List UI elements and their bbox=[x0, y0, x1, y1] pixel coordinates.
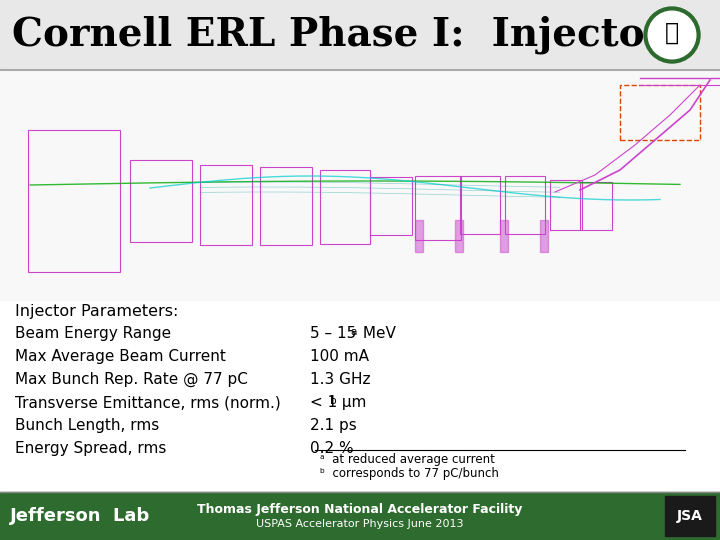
Bar bbox=[415, 220, 423, 252]
Bar bbox=[28, 130, 120, 272]
Bar bbox=[260, 167, 312, 245]
Bar bbox=[580, 182, 612, 230]
Bar bbox=[0, 72, 720, 300]
Text: 100 mA: 100 mA bbox=[310, 349, 369, 364]
Bar bbox=[540, 220, 548, 252]
Bar bbox=[130, 160, 192, 242]
Bar bbox=[665, 496, 715, 536]
Text: < 1: < 1 bbox=[310, 395, 337, 410]
Text: MeV: MeV bbox=[358, 326, 396, 341]
Text: 0.2 %: 0.2 % bbox=[310, 441, 354, 456]
Text: a: a bbox=[351, 327, 357, 337]
Text: ᵇ  corresponds to 77 pC/bunch: ᵇ corresponds to 77 pC/bunch bbox=[320, 467, 499, 480]
Text: Energy Spread, rms: Energy Spread, rms bbox=[15, 441, 166, 456]
Bar bbox=[620, 85, 700, 140]
Bar bbox=[460, 176, 500, 234]
Text: Max Bunch Rep. Rate @ 77 pC: Max Bunch Rep. Rate @ 77 pC bbox=[15, 372, 248, 387]
Bar bbox=[415, 176, 461, 240]
Circle shape bbox=[648, 11, 696, 59]
Text: 2.1 ps: 2.1 ps bbox=[310, 418, 356, 433]
Text: USPAS Accelerator Physics June 2013: USPAS Accelerator Physics June 2013 bbox=[256, 519, 464, 529]
Text: Injector Parameters:: Injector Parameters: bbox=[15, 304, 179, 319]
Text: μm: μm bbox=[338, 395, 366, 410]
Text: 1.3 GHz: 1.3 GHz bbox=[310, 372, 371, 387]
Bar bbox=[200, 165, 252, 245]
Bar bbox=[455, 220, 463, 252]
Bar bbox=[0, 492, 720, 540]
Circle shape bbox=[644, 7, 700, 63]
Text: Bunch Length, rms: Bunch Length, rms bbox=[15, 418, 159, 433]
Bar bbox=[370, 177, 412, 235]
Bar bbox=[500, 220, 508, 252]
Text: 🐏: 🐏 bbox=[665, 21, 679, 45]
Text: Beam Energy Range: Beam Energy Range bbox=[15, 326, 171, 341]
Text: 5 – 15: 5 – 15 bbox=[310, 326, 356, 341]
Text: JSA: JSA bbox=[677, 509, 703, 523]
Text: Transverse Emittance, rms (norm.): Transverse Emittance, rms (norm.) bbox=[15, 395, 281, 410]
Bar bbox=[550, 180, 582, 230]
Bar bbox=[505, 176, 545, 234]
Bar bbox=[320, 170, 370, 244]
Text: Cornell ERL Phase I:  Injector: Cornell ERL Phase I: Injector bbox=[12, 16, 665, 54]
Text: Jefferson  Lab: Jefferson Lab bbox=[10, 507, 150, 525]
Text: b: b bbox=[330, 396, 337, 406]
Text: Max Average Beam Current: Max Average Beam Current bbox=[15, 349, 226, 364]
Bar bbox=[0, 0, 720, 70]
Text: Thomas Jefferson National Accelerator Facility: Thomas Jefferson National Accelerator Fa… bbox=[197, 503, 523, 516]
Text: ᵃ  at reduced average current: ᵃ at reduced average current bbox=[320, 453, 495, 466]
